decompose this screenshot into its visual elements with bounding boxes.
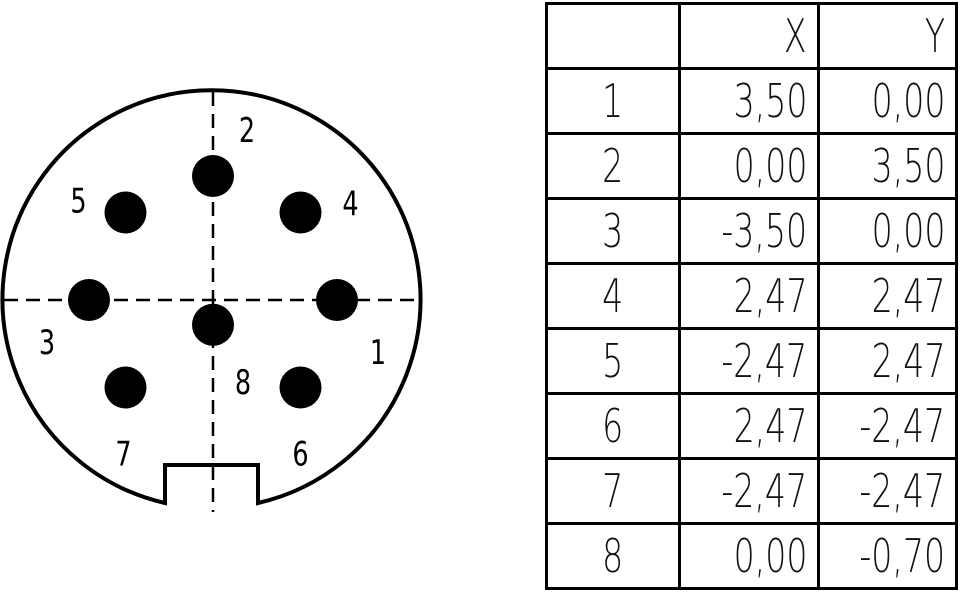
table-row: 3 -3,50 0,00 bbox=[545, 197, 958, 265]
pin-label: 4 bbox=[342, 185, 358, 225]
table-header-row: X Y bbox=[545, 2, 958, 70]
table-row: 6 2,47 -2,47 bbox=[545, 392, 958, 460]
pin-label: 8 bbox=[235, 363, 251, 403]
pin-number: 7 bbox=[545, 457, 681, 525]
y-value: 2,47 bbox=[817, 327, 958, 395]
pin-number: 8 bbox=[545, 522, 681, 590]
y-value: 0,00 bbox=[817, 197, 958, 265]
y-value: 2,47 bbox=[817, 262, 958, 330]
pin-4 bbox=[279, 191, 322, 234]
table-row: 1 3,50 0,00 bbox=[545, 67, 958, 135]
pin-label: 1 bbox=[370, 333, 386, 373]
y-value: -2,47 bbox=[817, 392, 958, 460]
x-value: 0,00 bbox=[678, 522, 820, 590]
header-y: Y bbox=[817, 2, 958, 70]
pin-number: 1 bbox=[545, 67, 681, 135]
connector-outline bbox=[0, 88, 423, 506]
header-x: X bbox=[678, 2, 820, 70]
pin-label: 3 bbox=[39, 323, 55, 363]
connector-face-diagram: 1 2 3 4 5 6 7 8 bbox=[0, 88, 423, 512]
x-value: 0,00 bbox=[678, 132, 820, 200]
table-row: 7 -2,47 -2,47 bbox=[545, 457, 958, 525]
x-value: 2,47 bbox=[678, 392, 820, 460]
pin-number: 3 bbox=[545, 197, 681, 265]
pin-label: 5 bbox=[70, 182, 86, 222]
pin-label: 6 bbox=[292, 435, 308, 475]
table-row: 2 0,00 3,50 bbox=[545, 132, 958, 200]
x-value: 3,50 bbox=[678, 67, 820, 135]
pin-1 bbox=[316, 279, 358, 321]
y-value: -0,70 bbox=[817, 522, 958, 590]
table-row: 8 0,00 -0,70 bbox=[545, 522, 958, 590]
x-value: 2,47 bbox=[678, 262, 820, 330]
table-row: 4 2,47 2,47 bbox=[545, 262, 958, 330]
y-value: 3,50 bbox=[817, 132, 958, 200]
table-row: 5 -2,47 2,47 bbox=[545, 327, 958, 395]
pin-number: 2 bbox=[545, 132, 681, 200]
x-value: -2,47 bbox=[678, 457, 820, 525]
pin-5 bbox=[104, 191, 147, 234]
pin-number: 6 bbox=[545, 392, 681, 460]
pin-number: 4 bbox=[545, 262, 681, 330]
pin-8 bbox=[192, 303, 234, 346]
pin-6 bbox=[279, 366, 322, 409]
pin-2 bbox=[192, 155, 234, 197]
x-value: -2,47 bbox=[678, 327, 820, 395]
pin-label: 2 bbox=[239, 111, 255, 151]
pin-7 bbox=[104, 366, 147, 409]
x-value: -3,50 bbox=[678, 197, 820, 265]
pin-number: 5 bbox=[545, 327, 681, 395]
y-value: 0,00 bbox=[817, 67, 958, 135]
pin-coordinate-table: X Y 1 3,50 0,00 2 0,00 3,50 3 -3,50 0,00 4 2,47 2,4… bbox=[545, 2, 958, 590]
y-value: -2,47 bbox=[817, 457, 958, 525]
pin-label: 7 bbox=[115, 435, 131, 475]
pin-3 bbox=[68, 279, 110, 321]
header-pin bbox=[545, 2, 681, 70]
